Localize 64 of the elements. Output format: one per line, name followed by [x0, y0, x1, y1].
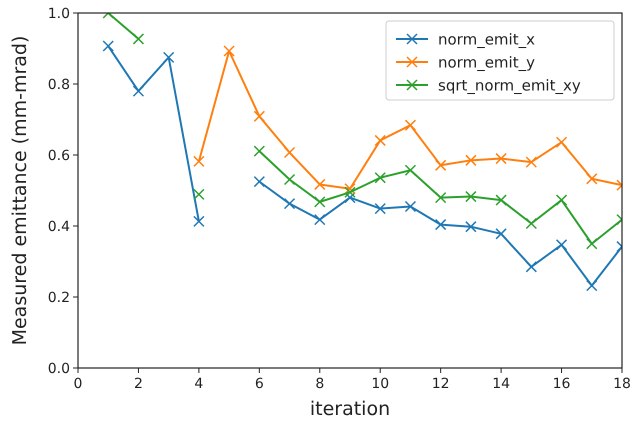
point [526, 261, 538, 273]
y-tick-label: 0.8 [48, 76, 70, 93]
point [586, 238, 598, 250]
point [254, 176, 266, 188]
x-tick-label: 8 [315, 376, 324, 392]
x-tick-label: 14 [492, 376, 510, 392]
point [556, 239, 568, 251]
point [193, 156, 205, 168]
point [284, 174, 296, 186]
point [193, 188, 205, 200]
x-tick-label: 12 [432, 376, 450, 392]
x-axis-title: iteration [310, 398, 390, 420]
y-tick-label: 1.0 [48, 6, 70, 22]
x-tick-label: 18 [613, 376, 631, 392]
y-axis-title: Measured emittance (mm-mrad) [9, 36, 31, 346]
point [132, 85, 144, 97]
point [495, 152, 507, 164]
point [162, 52, 174, 64]
point [526, 156, 538, 168]
point [254, 110, 266, 122]
point [193, 216, 205, 228]
point [404, 119, 416, 131]
point [586, 280, 598, 292]
point [586, 173, 598, 185]
point [495, 194, 507, 206]
legend-label: norm_emit_y [438, 53, 536, 72]
point [434, 160, 446, 172]
point [314, 178, 326, 190]
point [434, 218, 446, 230]
y-tick-label: 0.2 [48, 290, 70, 306]
x-tick-label: 0 [74, 376, 82, 392]
legend-label: sqrt_norm_emit_xy [438, 76, 581, 94]
y-tick-label: 0.0 [48, 360, 70, 377]
y-tick-label: 0.6 [48, 148, 70, 164]
point [404, 200, 416, 212]
point [495, 228, 507, 240]
point [556, 194, 568, 206]
x-tick-label: 4 [194, 376, 204, 392]
point [344, 182, 356, 194]
x-tick-label: 2 [134, 376, 143, 392]
point [434, 192, 446, 204]
point [465, 190, 477, 202]
x-tick-label: 10 [371, 376, 390, 392]
point [404, 164, 416, 176]
point [374, 202, 386, 214]
point [254, 145, 266, 157]
point [556, 136, 568, 148]
x-tick-label: 6 [254, 376, 264, 392]
point [465, 220, 477, 232]
x-tick-label: 16 [552, 376, 571, 392]
y-tick-label: 0.4 [48, 218, 70, 235]
point [102, 40, 114, 52]
point [374, 172, 386, 184]
point [132, 33, 144, 45]
point [526, 218, 538, 230]
legend-label: norm_emit_x [438, 30, 536, 48]
point [344, 192, 356, 204]
point [465, 154, 477, 166]
point [344, 186, 356, 198]
point [314, 196, 326, 208]
point [314, 214, 326, 226]
point [374, 134, 386, 146]
point [223, 45, 235, 57]
point [284, 198, 296, 210]
